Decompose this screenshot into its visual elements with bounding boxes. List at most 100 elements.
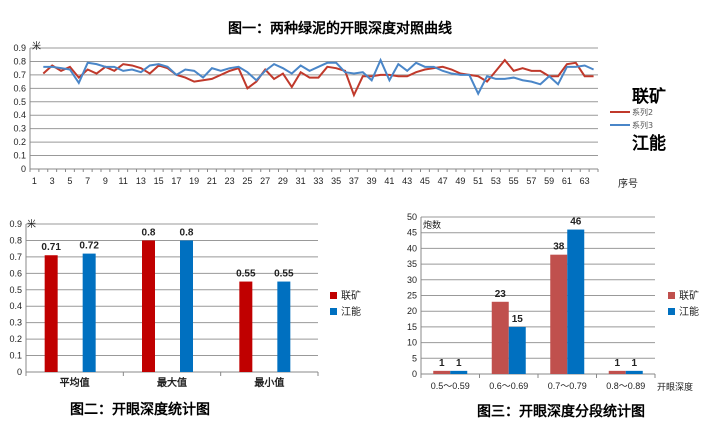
bar-0-2: [239, 281, 253, 372]
x-tick-label: 最大值: [157, 376, 187, 389]
x-tick-label: 61: [562, 176, 572, 186]
x-tick-label: 3: [50, 176, 55, 186]
y-tick-label: 0.4: [13, 110, 26, 120]
bar-chart-2: [420, 216, 675, 378]
x-tick-label: 49: [455, 176, 465, 186]
data-label: 46: [570, 217, 582, 228]
bar-1-0: [82, 253, 96, 372]
legend-label: 江能: [341, 305, 361, 318]
data-label: 1: [439, 358, 445, 369]
x-tick-label: 43: [402, 176, 412, 186]
bar-1-1: [508, 326, 526, 374]
x-axis-label: 开眼深度: [657, 381, 693, 392]
x-tick-label: 55: [509, 176, 519, 186]
y-tick-label: 35: [407, 259, 417, 269]
x-tick-label: 15: [154, 176, 164, 186]
x-tick-label: 51: [473, 176, 483, 186]
x-tick-label: 57: [526, 176, 536, 186]
legend-sub-label: 系列3: [632, 120, 653, 130]
y-tick-label: 0.9: [9, 219, 22, 229]
y-tick-label: 0: [412, 369, 417, 379]
x-tick-label: 59: [544, 176, 554, 186]
y-axis-unit: 米: [32, 40, 41, 51]
y-tick-label: 10: [407, 338, 417, 348]
bar-0-0: [44, 255, 58, 372]
x-tick-label: 47: [438, 176, 448, 186]
y-tick-label: 0.8: [13, 56, 26, 66]
y-tick-label: 0.4: [9, 301, 22, 311]
x-tick-label: 19: [189, 176, 199, 186]
bar-0-1: [142, 240, 155, 372]
x-tick-label: 平均值: [60, 376, 90, 389]
data-label: 23: [495, 289, 507, 300]
x-tick-label: 53: [491, 176, 501, 186]
x-tick-label: 最小值: [254, 376, 284, 389]
x-tick-label: 39: [367, 176, 377, 186]
x-tick-label: 33: [313, 176, 323, 186]
data-label: 0.55: [236, 269, 256, 280]
y-tick-label: 50: [407, 212, 417, 222]
x-tick-label: 35: [331, 176, 341, 186]
legend-swatch: [668, 292, 675, 299]
y-axis-unit: 米: [27, 218, 36, 229]
x-tick-label: 25: [242, 176, 252, 186]
data-label: 1: [631, 358, 637, 369]
legend-swatch: [330, 308, 337, 315]
x-tick-label: 0.6～0.69: [489, 381, 528, 391]
legend-label: 江能: [632, 133, 666, 154]
x-tick-label: 27: [260, 176, 270, 186]
legend-swatch: [330, 292, 337, 299]
chart-title: 图三：开眼深度分段统计图: [477, 403, 645, 420]
y-tick-label: 20: [407, 306, 417, 316]
bar-1-2: [567, 229, 585, 374]
x-tick-label: 0.8～0.89: [606, 381, 645, 391]
data-label: 0.8: [180, 227, 194, 238]
bar-0-3: [608, 370, 626, 374]
x-axis-label: 序号: [618, 177, 638, 190]
y-tick-label: 0.6: [13, 83, 26, 93]
data-label: 0.8: [142, 227, 156, 238]
y-tick-label: 0: [21, 164, 26, 174]
x-tick-label: 17: [171, 176, 181, 186]
x-tick-label: 9: [103, 176, 108, 186]
y-tick-label: 0.1: [9, 351, 22, 361]
x-tick-label: 13: [136, 176, 146, 186]
data-label: 1: [614, 358, 620, 369]
bar-1-1: [180, 240, 193, 372]
y-tick-label: 0.5: [9, 285, 22, 295]
x-tick-label: 11: [119, 176, 128, 186]
legend-label: 联矿: [632, 86, 666, 107]
legend-label: 联矿: [341, 289, 361, 302]
y-tick-label: 5: [412, 353, 417, 363]
bar-chart-1: [25, 223, 337, 376]
x-tick-label: 45: [420, 176, 430, 186]
y-tick-label: 15: [407, 322, 417, 332]
y-tick-label: 0.8: [9, 235, 22, 245]
y-tick-label: 30: [407, 275, 417, 285]
x-tick-label: 63: [580, 176, 590, 186]
data-label: 38: [553, 242, 565, 253]
x-tick-label: 41: [384, 176, 394, 186]
x-tick-label: 0.5～0.59: [431, 381, 470, 391]
x-tick-label: 7: [85, 176, 90, 186]
y-tick-label: 25: [407, 291, 417, 301]
y-tick-label: 45: [407, 228, 417, 238]
y-tick-label: 0.3: [9, 318, 22, 328]
data-label: 0.71: [41, 242, 61, 253]
x-tick-label: 1: [32, 176, 37, 186]
y-tick-label: 0.7: [13, 70, 26, 80]
chart-title: 图二：开眼深度统计图: [70, 401, 210, 418]
x-tick-label: 31: [296, 176, 306, 186]
x-tick-label: 37: [349, 176, 359, 186]
x-tick-label: 29: [278, 176, 288, 186]
bar-0-0: [433, 370, 451, 374]
data-label: 0.72: [79, 241, 99, 252]
y-tick-label: 0.1: [13, 151, 26, 161]
bar-0-1: [491, 301, 509, 374]
y-axis-label: 炮数: [423, 219, 441, 230]
y-tick-label: 40: [407, 243, 417, 253]
x-tick-label: 21: [207, 176, 217, 186]
bar-1-0: [450, 370, 468, 374]
y-tick-label: 0.3: [13, 124, 26, 134]
line-chart: [29, 47, 630, 172]
